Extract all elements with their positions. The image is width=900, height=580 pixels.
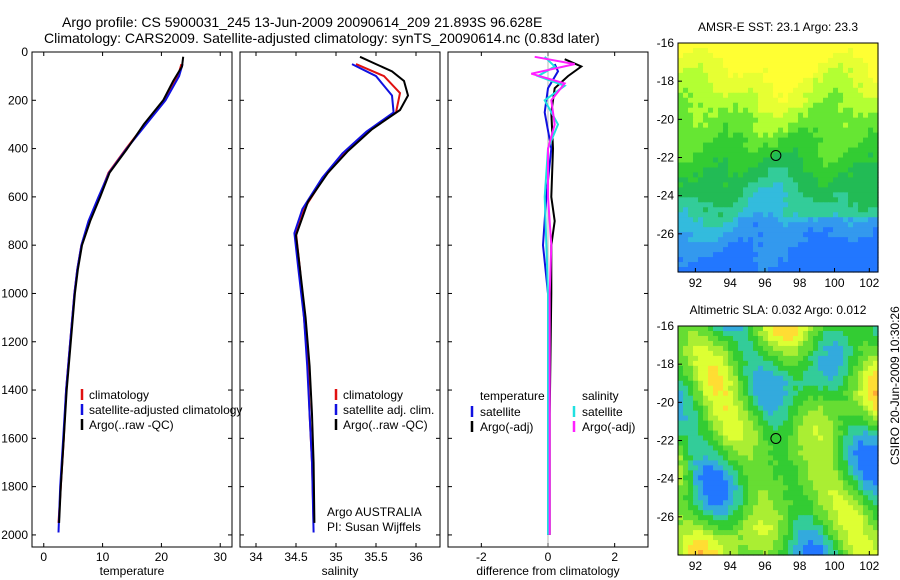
y-tick-label: 1000 xyxy=(1,286,28,300)
temperature-axes-box xyxy=(31,51,233,548)
x-tick-label: -2 xyxy=(476,550,487,564)
x-tick-label: 94 xyxy=(723,276,737,290)
argo-position-marker xyxy=(770,432,782,444)
x-tick-label: 96 xyxy=(758,276,772,290)
y-tick-label: 1800 xyxy=(1,480,28,494)
series-line-argo-raw-qc- xyxy=(58,56,185,523)
y-tick-label: 1400 xyxy=(1,383,28,397)
series-line-climatology xyxy=(57,63,183,523)
y-tick-label: 200 xyxy=(8,93,28,107)
y-tick-label: 1600 xyxy=(1,431,28,445)
y-tick-label: 0 xyxy=(21,45,28,59)
y-tick-label: -22 xyxy=(657,434,675,448)
sla-map-panel: Altimetric SLA: 0.032 Argo: 0.012 92 94 96 9… xyxy=(657,303,880,573)
x-tick-label: 35 xyxy=(329,550,343,564)
annotation-text: Argo AUSTRALIA xyxy=(327,505,422,519)
x-tick-label: 34 xyxy=(249,550,263,564)
x-tick-label: 30 xyxy=(214,550,228,564)
legend-label: satellite-adjusted climatology xyxy=(89,403,242,417)
y-tick-label: -20 xyxy=(657,112,675,126)
x-tick-label: 98 xyxy=(793,276,807,290)
x-tick-label: 92 xyxy=(689,559,703,573)
temperature-panel: 0 10 20 30 0 200 400 600 800 1000 1200 1400 1600 1800… xyxy=(1,45,242,578)
sla-map-title: Altimetric SLA: 0.032 Argo: 0.012 xyxy=(690,303,867,317)
legend-label: climatology xyxy=(343,388,403,402)
salinity-xlabel: salinity xyxy=(322,564,359,578)
y-tick-label: -16 xyxy=(657,319,675,333)
y-tick-label: 600 xyxy=(8,190,28,204)
x-tick-label: 35.5 xyxy=(364,550,388,564)
legend-label: Argo(..raw -QC) xyxy=(343,418,428,432)
x-tick-label: 100 xyxy=(825,276,845,290)
difference-xlabel: difference from climatology xyxy=(476,564,619,578)
x-tick-label: 2 xyxy=(611,550,618,564)
salinity-panel: 34 34.5 35 35.5 36 salinity climatologysatelli… xyxy=(239,51,441,578)
x-tick-label: 36 xyxy=(409,550,423,564)
series-line-salinity-argo-adj- xyxy=(531,55,575,535)
sst-map-title: AMSR-E SST: 23.1 Argo: 23.3 xyxy=(698,20,858,34)
series-line-satellite-adjusted-climatology xyxy=(57,63,184,533)
x-tick-label: 92 xyxy=(689,276,703,290)
legend-label: satellite adj. clim. xyxy=(343,403,434,417)
series-line-satellite-adj-clim- xyxy=(293,63,395,533)
y-tick-label: -20 xyxy=(657,395,675,409)
y-tick-label: -16 xyxy=(657,36,675,50)
annotation-text: PI: Susan Wijffels xyxy=(327,520,421,534)
x-tick-label: 0 xyxy=(545,550,552,564)
credit-text: CSIRO 20-Jun-2009 10:30:26 xyxy=(888,306,900,465)
sla-map-field xyxy=(678,326,879,556)
sst-map-panel: AMSR-E SST: 23.1 Argo: 23.3 92 94 96 98 100 10… xyxy=(657,20,880,290)
legend-title: temperature xyxy=(480,389,545,403)
sst-map-field xyxy=(678,43,879,273)
x-tick-label: 0 xyxy=(40,550,47,564)
y-tick-label: -22 xyxy=(657,151,675,165)
y-tick-label: 400 xyxy=(8,142,28,156)
series-line-temperature-argo-adj- xyxy=(548,58,584,535)
legend-label: Argo(..raw -QC) xyxy=(89,418,174,432)
x-tick-label: 102 xyxy=(859,276,879,290)
x-tick-label: 34.5 xyxy=(284,550,308,564)
legend-label: climatology xyxy=(89,388,149,402)
salinity-axes-box xyxy=(239,51,441,548)
x-tick-label: 10 xyxy=(96,550,110,564)
x-tick-label: 94 xyxy=(723,559,737,573)
y-tick-label: 2000 xyxy=(1,528,28,542)
series-line-argo-raw-qc- xyxy=(294,55,410,523)
x-tick-label: 102 xyxy=(859,559,879,573)
y-tick-label: -24 xyxy=(657,472,675,486)
temperature-xlabel: temperature xyxy=(100,564,165,578)
x-tick-label: 100 xyxy=(825,559,845,573)
x-tick-label: 96 xyxy=(758,559,772,573)
legend-label: Argo(-adj) xyxy=(480,420,533,434)
y-tick-label: -24 xyxy=(657,189,675,203)
y-tick-label: -26 xyxy=(657,227,675,241)
legend-title: salinity xyxy=(582,389,619,403)
argo-position-marker xyxy=(770,149,782,161)
figure-title-line1: Argo profile: CS 5900031_245 13-Jun-2009… xyxy=(62,14,543,30)
y-tick-label: -26 xyxy=(657,510,675,524)
x-tick-label: 98 xyxy=(793,559,807,573)
y-tick-label: 1200 xyxy=(1,335,28,349)
x-tick-label: 20 xyxy=(155,550,169,564)
y-tick-label: 800 xyxy=(8,238,28,252)
legend-label: satellite xyxy=(480,405,521,419)
y-tick-label: -18 xyxy=(657,357,675,371)
y-tick-label: -18 xyxy=(657,74,675,88)
figure-title-line2: Climatology: CARS2009. Satellite-adjuste… xyxy=(44,30,600,46)
legend-label: Argo(-adj) xyxy=(582,420,635,434)
legend-label: satellite xyxy=(582,405,623,419)
